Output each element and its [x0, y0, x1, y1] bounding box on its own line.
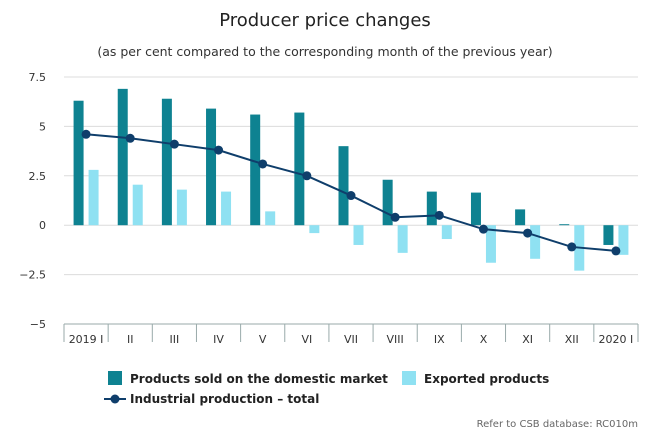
point-industrial	[302, 171, 312, 181]
point-industrial	[390, 212, 400, 222]
x-tick-label: VII	[344, 333, 358, 346]
bar-exported	[618, 225, 629, 255]
bar-exported	[441, 225, 452, 240]
point-industrial	[567, 242, 577, 252]
point-industrial	[434, 210, 444, 220]
x-tick-label: 2019 I	[69, 333, 104, 346]
bar-domestic	[426, 191, 437, 226]
bar-domestic	[294, 112, 305, 226]
bar-exported	[221, 191, 232, 226]
bar-exported	[309, 225, 320, 234]
legend-label-domestic: Products sold on the domestic market	[130, 372, 388, 386]
bar-domestic	[117, 88, 128, 226]
bar-exported	[530, 225, 541, 259]
bar-exported	[176, 189, 187, 226]
bar-domestic	[206, 108, 217, 226]
point-industrial	[214, 145, 224, 155]
grid-layer	[64, 76, 638, 276]
legend-swatch-domestic	[108, 371, 122, 385]
x-tick-label: III	[170, 333, 180, 346]
legend-swatch-exported	[402, 371, 416, 385]
x-tick-label: V	[259, 333, 267, 346]
x-tick-label: II	[127, 333, 134, 346]
x-tick-label: VI	[301, 333, 312, 346]
bar-domestic	[559, 224, 570, 226]
bar-domestic	[470, 192, 481, 226]
point-industrial	[125, 133, 135, 143]
point-industrial	[81, 129, 91, 139]
y-tick-label: −5	[30, 318, 46, 331]
bar-layer	[73, 88, 629, 271]
bar-domestic	[161, 98, 172, 226]
x-tick-label: VIII	[387, 333, 404, 346]
y-tick-label: 2.5	[29, 170, 47, 183]
bar-domestic	[603, 225, 614, 245]
point-industrial	[169, 139, 179, 149]
bar-domestic	[250, 114, 261, 226]
bar-domestic	[382, 179, 393, 226]
bar-exported	[485, 225, 496, 263]
x-tick-label: IX	[434, 333, 445, 346]
legend-marker-industrial	[110, 394, 120, 404]
bar-exported	[132, 184, 143, 226]
point-industrial	[611, 246, 621, 256]
point-industrial	[346, 191, 356, 201]
y-tick-label: −2.5	[19, 269, 46, 282]
x-tick-label: XII	[565, 333, 579, 346]
bar-exported	[397, 225, 408, 253]
x-tick-label: X	[480, 333, 488, 346]
point-industrial	[523, 228, 533, 238]
chart-title: Producer price changes	[219, 10, 431, 31]
x-tick-label: 2020 I	[599, 333, 634, 346]
bar-exported	[265, 211, 276, 226]
legend-label-industrial: Industrial production – total	[130, 392, 319, 406]
bar-exported	[353, 225, 364, 245]
bar-domestic	[515, 209, 526, 226]
point-industrial	[258, 159, 268, 169]
y-tick-label: 7.5	[29, 71, 47, 84]
x-tick-label: XI	[522, 333, 533, 346]
bar-domestic	[73, 100, 84, 226]
line-layer	[81, 129, 621, 256]
bar-exported	[88, 169, 99, 226]
point-industrial	[478, 224, 488, 234]
y-tick-label: 0	[39, 219, 46, 232]
source-note: Refer to CSB database: RC010m	[477, 419, 638, 430]
x-tick-label: IV	[213, 333, 224, 346]
legend-label-exported: Exported products	[424, 372, 549, 386]
bar-domestic	[338, 146, 349, 226]
chart-subtitle: (as per cent compared to the correspondi…	[97, 44, 552, 59]
legend: Products sold on the domestic market Exp…	[104, 371, 549, 406]
y-tick-label: 5	[39, 120, 46, 133]
